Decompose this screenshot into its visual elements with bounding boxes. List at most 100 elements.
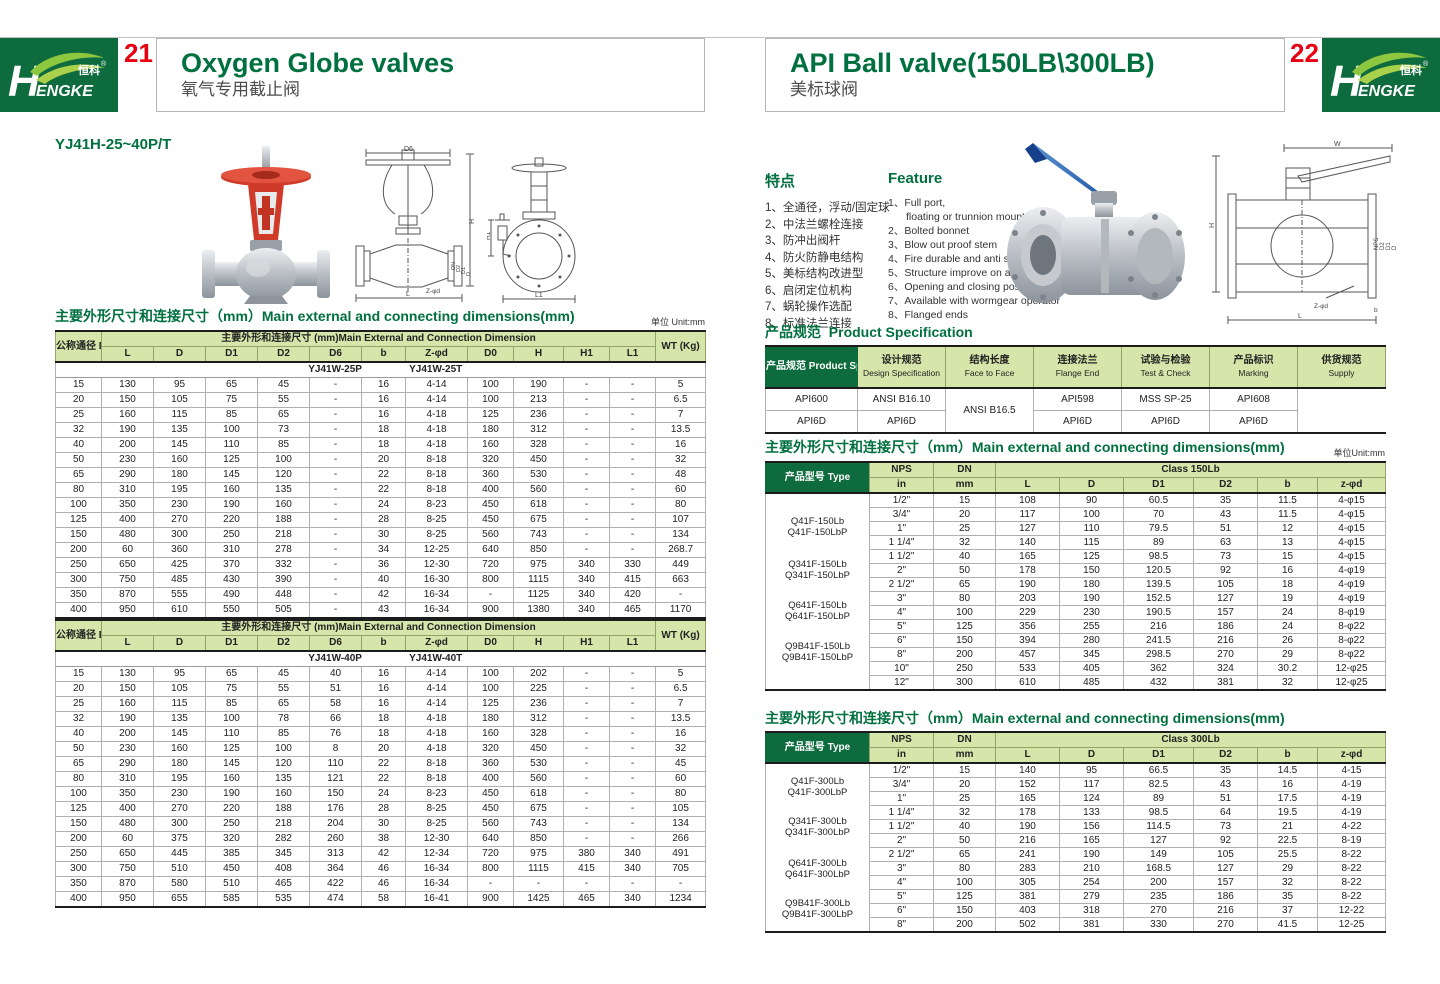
cell: 480 — [101, 527, 154, 543]
cell: 225 — [513, 681, 564, 697]
cell: 36 — [361, 557, 406, 573]
cell: 135 — [257, 482, 310, 498]
cell: 82.5 — [1123, 777, 1194, 792]
cell: 168.5 — [1123, 861, 1194, 876]
cell: 465 — [257, 876, 310, 892]
cell: 202 — [513, 666, 564, 682]
cell: 8-φ22 — [1316, 633, 1387, 648]
cell: 13.5 — [655, 711, 707, 727]
cell: 50 — [933, 833, 996, 848]
cell: 290 — [101, 756, 154, 772]
cell: - — [309, 587, 362, 603]
cell: 100 — [467, 681, 514, 697]
cell: 236 — [513, 407, 564, 423]
cell: 1170 — [655, 602, 707, 619]
model-row: YJ41W-40P YJ41W-40T — [54, 650, 707, 667]
table-row: 1 1/4" 32 178 133 98.5 64 19.5 4-19 — [766, 805, 1387, 820]
left-section-title-text: 主要外形尺寸和连接尺寸（mm）Main external and connect… — [55, 308, 575, 324]
table-header: 产品规范 Product Specification 设计规范 Design Spe… — [765, 345, 1386, 389]
col-dn: DN — [933, 461, 996, 478]
cell: 4-14 — [405, 696, 468, 712]
cell: 250 — [933, 661, 996, 676]
cell: 375 — [153, 831, 206, 847]
cell: 80 — [933, 591, 996, 606]
cell: - — [655, 876, 707, 892]
table-row: 1 1/2" 40 165 125 98.5 73 15 4-φ15 — [766, 549, 1387, 564]
cell: 4-φ15 — [1316, 492, 1387, 508]
col-in: in — [869, 477, 934, 494]
cell: 8 — [309, 741, 362, 757]
hengke-logo-icon: H ENGKE 恒科 ® — [8, 52, 107, 106]
cell: 200 — [101, 726, 154, 742]
cell: 117 — [1059, 777, 1124, 792]
cell: 450 — [467, 801, 514, 817]
cell: 300 — [933, 675, 996, 691]
cell: 490 — [205, 587, 258, 603]
cell: MSS SP-25 — [1121, 387, 1210, 411]
cell: 42 — [361, 587, 406, 603]
cell: 50 — [55, 452, 102, 468]
cell: 300 — [55, 572, 102, 588]
cell: 35 — [1193, 762, 1258, 778]
cell: - — [309, 377, 362, 393]
cell: 100 — [257, 741, 310, 757]
cell: 190 — [995, 819, 1060, 834]
cell: - — [608, 726, 657, 742]
cell: 46 — [361, 876, 406, 892]
col-b: b — [361, 635, 406, 652]
logo-cn: 恒科 — [1400, 63, 1422, 77]
type-label-group: Q9B41F-150Lb Q9B41F-150LbP — [781, 640, 854, 663]
dim-label-l: L — [1298, 313, 1302, 320]
cell: 16 — [655, 726, 707, 742]
cell: 26 — [1257, 633, 1318, 648]
cell: 145 — [153, 726, 206, 742]
cell: 313 — [309, 846, 362, 862]
cell: 8-25 — [405, 816, 468, 832]
cell: 150 — [101, 392, 154, 408]
cell: 79.5 — [1123, 521, 1194, 536]
top-divider — [0, 37, 1440, 38]
cell: 445 — [153, 846, 206, 862]
col-D: D — [153, 635, 206, 652]
cell: 6" — [869, 903, 934, 918]
cell: 117 — [995, 507, 1060, 522]
cell: 50 — [933, 563, 996, 578]
cell: 16 — [361, 666, 406, 682]
cell: 360 — [467, 756, 514, 772]
cell: 178 — [995, 563, 1060, 578]
cell: 124 — [1059, 791, 1124, 806]
cell: 8-φ22 — [1316, 647, 1387, 662]
cell: 30 — [361, 527, 406, 543]
cell: 370 — [205, 557, 258, 573]
table-row: 100 350 230 190 160 150 24 8-23 450 618- -80 — [55, 786, 707, 802]
header-row: 公称通径 DN主要外形和连接尺寸 (mm)Main External and C… — [55, 330, 707, 363]
col-L1: L1 — [608, 635, 657, 652]
feature-item: 1、全通径，浮动/固定球 — [765, 202, 890, 214]
cell: 46 — [361, 861, 406, 877]
col-type: 产品型号 Type — [765, 731, 870, 764]
cell: 25 — [933, 521, 996, 536]
header-row: 产品型号 Type NPS DN Class 300Lb — [765, 731, 1387, 764]
dim-label-d2: D2 — [456, 265, 462, 272]
cell: 4-18 — [405, 726, 468, 742]
cell: 22 — [361, 482, 406, 498]
type-label-group: Q9B41F-300Lb Q9B41F-300LbP — [781, 898, 854, 921]
cell: 190 — [1059, 591, 1124, 606]
page-title-cn-right: 美标球阀 — [790, 80, 858, 99]
cell: 750 — [101, 861, 154, 877]
cell: 465 — [563, 891, 610, 908]
cell: 76 — [309, 726, 362, 742]
cell: 340 — [608, 891, 657, 908]
cell: 8-25 — [405, 801, 468, 817]
cell: 100 — [205, 422, 258, 438]
header-row: L D D1 D2 D6 b Z-φd D0 H H1 L1 — [56, 346, 706, 363]
cell: - — [608, 681, 657, 697]
cell: 15 — [933, 492, 996, 508]
cell: 530 — [513, 756, 564, 772]
logo-leaf2-icon — [36, 64, 105, 84]
cell: - — [608, 512, 657, 528]
cell: - — [563, 407, 610, 423]
cell: 4-19 — [1316, 805, 1387, 820]
table-row: 15 130 95 65 45-16 4-14 100 190- -5 — [55, 377, 707, 393]
cell: 160 — [101, 696, 154, 712]
